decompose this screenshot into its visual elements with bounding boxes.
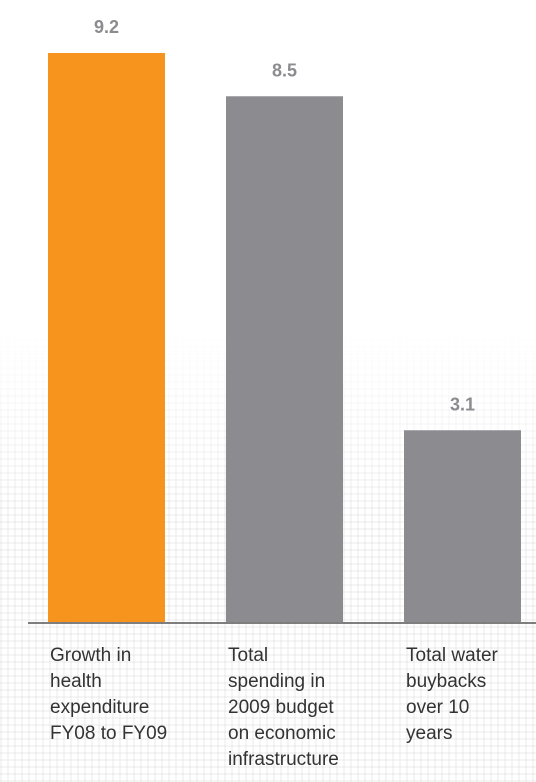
category-label-3: Total water buybacks over 10 years [406,645,498,744]
category-label-2: Total spending in 2009 budget on economi… [228,645,339,770]
value-label-3: 3.1 [450,394,475,414]
bar-2 [226,96,343,622]
category-label-1: Growth in health expenditure FY08 to FY0… [50,645,168,744]
bar-1 [48,52,165,623]
value-labels-group: 9.2 8.5 3.1 [94,17,475,414]
value-label-1: 9.2 [94,17,119,37]
bar-3 [404,430,521,622]
value-label-2: 8.5 [272,60,297,80]
bars-group [48,52,521,623]
